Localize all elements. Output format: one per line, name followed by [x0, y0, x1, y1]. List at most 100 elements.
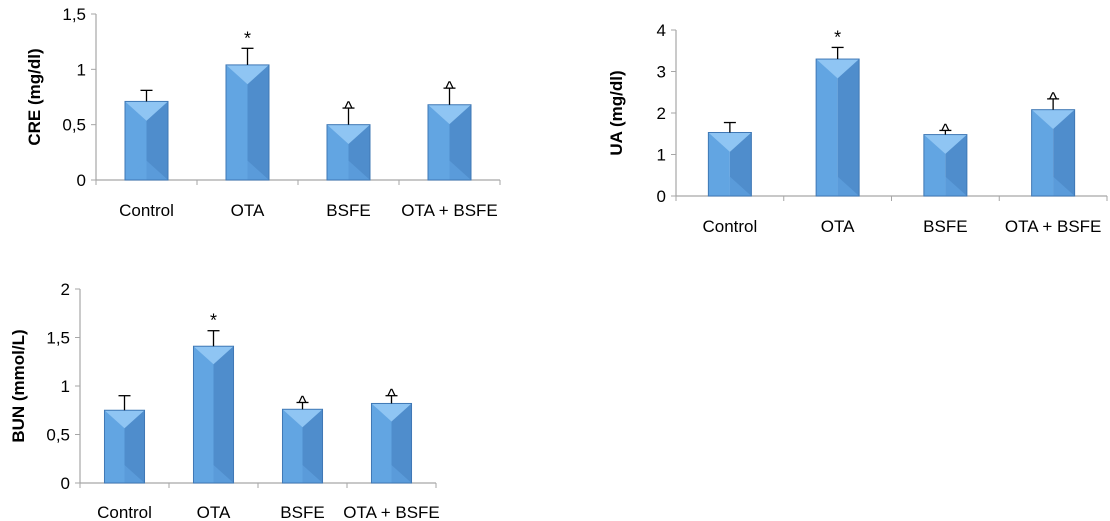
bar: [923, 134, 968, 197]
bar-bottom-bevel: [708, 176, 752, 196]
bar: [370, 402, 413, 484]
bar-right-face: [1053, 109, 1075, 196]
bar-right-face: [391, 403, 412, 483]
significance-asterisk: *: [244, 28, 251, 48]
bar-top-bevel: [125, 101, 168, 121]
bar-top-bevel: [708, 132, 752, 152]
bar-top-bevel: [226, 64, 269, 85]
bar-left-face: [104, 410, 125, 483]
x-tick-label: BSFE: [923, 217, 967, 236]
y-tick-label: 0: [77, 171, 86, 190]
y-tick-label: 1: [61, 377, 70, 396]
bar-right-face: [213, 346, 234, 483]
y-tick-label: 0: [61, 474, 70, 493]
bar: [707, 132, 752, 197]
bar-bottom-bevel: [125, 160, 168, 180]
significance-caret: ^: [387, 386, 396, 406]
y-tick-label: 1,5: [46, 329, 70, 348]
x-tick-label: OTA: [821, 217, 855, 236]
x-tick-label: BSFE: [280, 503, 324, 521]
bar-bottom-bevel: [428, 160, 471, 180]
bar-bottom-bevel: [371, 464, 412, 483]
bar-left-face: [816, 59, 838, 196]
bar-left-face: [428, 104, 450, 180]
bar-left-face: [923, 134, 946, 196]
y-tick-label: 1: [657, 146, 666, 165]
bar: [192, 345, 235, 484]
y-tick-label: 0,5: [62, 116, 86, 135]
y-tick-label: 2: [657, 104, 666, 123]
bar-bottom-bevel: [327, 160, 370, 180]
x-tick-label: OTA: [231, 201, 265, 220]
bar: [815, 58, 860, 197]
bar-right-face: [124, 410, 145, 483]
x-tick-label: BSFE: [326, 201, 370, 220]
bar-right-face: [449, 104, 471, 180]
bar-bottom-bevel: [282, 464, 323, 483]
x-tick-label: OTA: [197, 503, 231, 521]
bar-top-bevel: [923, 134, 967, 154]
bar-top-bevel: [282, 409, 323, 428]
bar-left-face: [282, 409, 303, 483]
bar-bottom-bevel: [104, 464, 145, 483]
bar-right-face: [247, 64, 269, 180]
bar: [427, 104, 472, 181]
y-tick-label: 0: [657, 187, 666, 206]
y-axis-label: BUN (mmol/L): [9, 329, 28, 442]
bar-top-bevel: [104, 410, 145, 429]
bar: [225, 64, 270, 181]
bar-top-bevel: [1031, 109, 1075, 130]
y-axis-label: CRE (mg/dl): [25, 48, 44, 145]
x-tick-label: OTA + BSFE: [401, 201, 498, 220]
bar: [1031, 109, 1076, 197]
y-axis-label: UA (mg/dl): [607, 70, 626, 155]
bar: [281, 408, 324, 484]
bar: [326, 124, 371, 181]
significance-caret: ^: [1049, 89, 1058, 109]
bar-left-face: [226, 64, 248, 180]
chart-3: 0 0,5 1 1,5 2 BUN (mmol/L) Control * OTA ^ BSFE ^ OT…: [9, 280, 440, 521]
bar-top-bevel: [327, 124, 370, 145]
bar-left-face: [708, 132, 730, 196]
y-tick-label: 3: [657, 63, 666, 82]
significance-caret: ^: [344, 98, 353, 118]
bar-right-face: [302, 409, 323, 483]
significance-caret: ^: [941, 120, 950, 140]
bar-left-face: [193, 346, 214, 483]
chart-1: 0 0,5 1 1,5 CRE (mg/dl) Control * OTA ^ BSFE ^ OTA …: [25, 5, 501, 220]
bar-bottom-bevel: [193, 464, 234, 483]
bar-bottom-bevel: [1031, 176, 1075, 196]
bar-right-face: [945, 134, 967, 196]
bar-top-bevel: [193, 346, 234, 365]
bar-bottom-bevel: [816, 176, 860, 196]
bar-left-face: [1031, 109, 1054, 196]
significance-asterisk: *: [834, 27, 841, 47]
significance-caret: ^: [445, 78, 454, 98]
significance-asterisk: *: [210, 311, 217, 331]
bar-right-face: [837, 59, 860, 196]
bar: [124, 100, 169, 181]
bar-bottom-bevel: [226, 160, 269, 180]
y-tick-label: 0,5: [46, 426, 70, 445]
bar-left-face: [125, 101, 147, 180]
x-tick-label: Control: [119, 201, 174, 220]
bar-left-face: [371, 403, 392, 483]
bar-top-bevel: [816, 59, 860, 79]
bar-right-face: [729, 132, 752, 196]
significance-caret: ^: [298, 392, 307, 412]
x-tick-label: Control: [97, 503, 152, 521]
bar-bottom-bevel: [923, 176, 967, 196]
bar-top-bevel: [428, 104, 471, 125]
y-tick-label: 2: [61, 280, 70, 299]
x-tick-label: OTA + BSFE: [343, 503, 440, 521]
y-tick-label: 1: [77, 60, 86, 79]
bar-right-face: [146, 101, 168, 180]
bar: [103, 409, 146, 484]
y-tick-label: 1,5: [62, 5, 86, 24]
x-tick-label: OTA + BSFE: [1005, 217, 1102, 236]
x-tick-label: Control: [702, 217, 757, 236]
y-tick-label: 4: [657, 21, 666, 40]
bar-top-bevel: [371, 403, 412, 422]
chart-2: 0 1 2 3 4 UA (mg/dl) Control * OTA ^ BSFE ^ OTA + BS…: [607, 21, 1108, 236]
